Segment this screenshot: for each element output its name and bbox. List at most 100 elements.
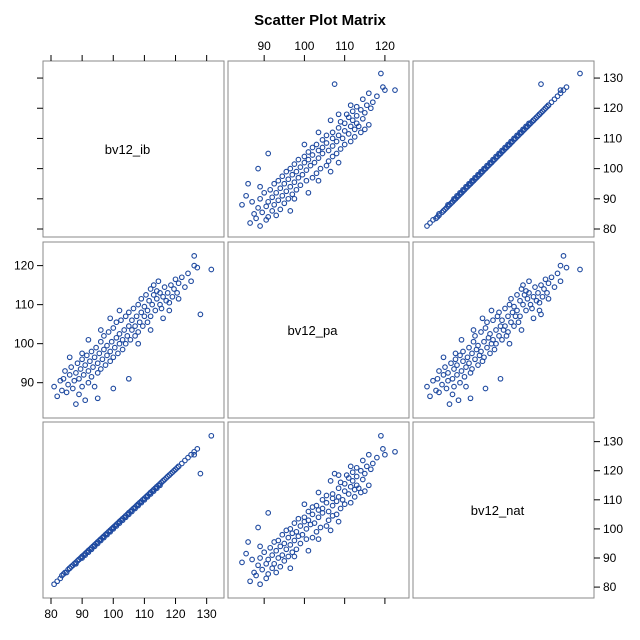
point-bv12_ib-vs-bv12_pa-116: [94, 395, 101, 402]
point-bv12_pa-vs-bv12_ib-119: [291, 195, 298, 202]
point-bv12_pa-vs-bv12_nat-14: [249, 556, 255, 563]
point-bv12_nat-vs-bv12_ib-111: [557, 87, 564, 93]
point-bv12_nat-vs-bv12_pa-8: [440, 372, 447, 378]
point-bv12_nat-vs-bv12_pa-121: [488, 307, 495, 314]
point-bv12_ib-vs-bv12_pa-39: [101, 333, 107, 339]
point-bv12_nat-vs-bv12_ib-30: [463, 183, 469, 190]
point-bv12_pa-vs-bv12_nat-16: [275, 555, 282, 561]
point-bv12_ib-vs-bv12_nat-81: [144, 494, 151, 500]
point-bv12_ib-vs-bv12_pa-83: [147, 286, 154, 292]
point-bv12_ib-vs-bv12_pa-75: [138, 295, 145, 302]
point-bv12_ib-vs-bv12_nat-1: [54, 578, 61, 585]
point-bv12_pa-vs-bv12_nat-85: [341, 488, 348, 494]
point-bv12_ib-vs-bv12_pa-36: [97, 366, 104, 372]
right-tick-label-bv12_nat-90: 90: [603, 551, 617, 565]
point-bv12_ib-vs-bv12_pa-109: [188, 278, 194, 285]
point-bv12_ib-vs-bv12_pa-79: [143, 292, 149, 298]
point-bv12_ib-vs-bv12_nat-113: [197, 470, 204, 477]
point-bv12_nat-vs-bv12_pa-31: [466, 344, 472, 351]
right-tick-label-bv12_ib-110: 110: [603, 131, 622, 145]
point-bv12_nat-vs-bv12_pa-39: [472, 333, 478, 339]
point-bv12_pa-vs-bv12_nat-69: [319, 505, 326, 512]
point-bv12_nat-vs-bv12_ib-121: [488, 159, 495, 166]
point-bv12_pa-vs-bv12_ib-126: [347, 102, 354, 109]
point-bv12_pa-vs-bv12_nat-52: [291, 520, 298, 526]
point-bv12_pa-vs-bv12_nat-9: [277, 563, 284, 570]
point-bv12_pa-vs-bv12_ib-47: [317, 165, 324, 172]
point-bv12_nat-vs-bv12_ib-94: [529, 118, 535, 125]
point-bv12_pa-vs-bv12_ib-45: [293, 168, 300, 175]
point-bv12_ib-vs-bv12_nat-75: [138, 499, 145, 506]
point-bv12_ib-vs-bv12_nat-94: [158, 479, 165, 486]
bottom-tick-label-bv12_ib-80: 80: [44, 607, 58, 621]
point-bv12_pa-vs-bv12_nat-73: [323, 499, 330, 506]
point-bv12_pa-vs-bv12_ib-86: [351, 126, 358, 133]
point-bv12_pa-vs-bv12_ib-31: [297, 182, 304, 189]
point-bv12_pa-vs-bv12_ib-34: [291, 179, 298, 186]
point-bv12_pa-vs-bv12_nat-79: [351, 494, 358, 500]
point-bv12_nat-vs-bv12_ib-103: [542, 105, 549, 112]
point-bv12_ib-vs-bv12_nat-60: [122, 514, 129, 521]
point-bv12_pa-vs-bv12_nat-18: [257, 555, 263, 561]
point-bv12_pa-vs-bv12_ib-22: [289, 191, 296, 198]
point-bv12_ib-vs-bv12_pa-14: [76, 391, 82, 398]
point-bv12_pa-vs-bv12_nat-7: [259, 566, 266, 573]
point-bv12_ib-vs-bv12_pa-121: [116, 307, 123, 314]
point-bv12_nat-vs-bv12_pa-2: [430, 377, 436, 384]
point-bv12_pa-vs-bv12_ib-74: [333, 138, 340, 145]
point-bv12_nat-vs-bv12_pa-15: [449, 375, 456, 382]
point-bv12_nat-vs-bv12_pa-23: [457, 379, 463, 386]
point-bv12_ib-vs-bv12_pa-81: [144, 307, 151, 314]
point-bv12_nat-vs-bv12_pa-22: [457, 352, 463, 359]
point-bv12_pa-vs-bv12_nat-106: [369, 460, 376, 467]
point-bv12_nat-vs-bv12_ib-0: [424, 223, 430, 229]
point-bv12_pa-vs-bv12_ib-108: [374, 93, 380, 100]
point-bv12_pa-vs-bv12_ib-32: [271, 180, 278, 187]
left-tick-label-bv12_pa-100: 100: [14, 337, 34, 351]
point-bv12_ib-vs-bv12_pa-110: [191, 253, 198, 259]
point-bv12_pa-vs-bv12_nat-76: [319, 496, 326, 503]
point-bv12_nat-vs-bv12_pa-69: [502, 323, 508, 329]
point-bv12_pa-vs-bv12_ib-48: [287, 165, 294, 172]
point-bv12_ib-vs-bv12_pa-63: [125, 309, 132, 316]
point-bv12_nat-vs-bv12_pa-122: [506, 340, 513, 347]
point-bv12_pa-vs-bv12_ib-71: [341, 141, 348, 148]
point-bv12_nat-vs-bv12_pa-78: [511, 303, 517, 310]
point-bv12_ib-vs-bv12_pa-6: [63, 389, 70, 396]
point-bv12_nat-vs-bv12_pa-84: [517, 313, 523, 320]
point-bv12_pa-vs-bv12_ib-23: [261, 189, 268, 196]
point-bv12_pa-vs-bv12_ib-87: [361, 126, 368, 133]
point-bv12_pa-vs-bv12_nat-119: [291, 553, 298, 560]
point-bv12_pa-vs-bv12_nat-56: [295, 515, 302, 522]
point-bv12_nat-vs-bv12_ib-87: [520, 126, 526, 133]
point-bv12_pa-vs-bv12_ib-127: [287, 208, 294, 214]
point-bv12_nat-vs-bv12_pa-5: [436, 368, 442, 374]
point-bv12_nat-vs-bv12_pa-116: [467, 395, 474, 402]
point-bv12_pa-vs-bv12_nat-81: [335, 494, 342, 500]
point-bv12_pa-vs-bv12_ib-21: [243, 192, 249, 199]
point-bv12_nat-vs-bv12_pa-75: [508, 295, 514, 302]
point-bv12_pa-vs-bv12_nat-102: [357, 467, 364, 474]
chart-title: Scatter Plot Matrix: [254, 12, 386, 29]
point-bv12_pa-vs-bv12_ib-88: [335, 125, 342, 131]
point-bv12_ib-vs-bv12_pa-77: [141, 313, 148, 320]
point-bv12_nat-vs-bv12_pa-128: [458, 336, 465, 343]
point-bv12_pa-vs-bv12_ib-79: [351, 134, 358, 140]
point-bv12_pa-vs-bv12_ib-125: [335, 111, 342, 118]
point-bv12_ib-vs-bv12_nat-114: [208, 432, 215, 439]
right-tick-label-bv12_ib-80: 80: [603, 222, 617, 236]
point-bv12_ib-vs-bv12_pa-96: [161, 284, 168, 290]
point-bv12_nat-vs-bv12_pa-72: [505, 329, 511, 335]
point-bv12_nat-vs-bv12_ib-100: [538, 109, 544, 116]
point-bv12_nat-vs-bv12_pa-48: [481, 354, 487, 361]
point-bv12_ib-vs-bv12_pa-106: [178, 274, 185, 281]
point-bv12_pa-vs-bv12_nat-94: [337, 479, 344, 486]
point-bv12_ib-vs-bv12_pa-66: [129, 317, 135, 324]
point-bv12_nat-vs-bv12_pa-70: [505, 313, 511, 320]
point-bv12_nat-vs-bv12_pa-125: [536, 307, 543, 314]
point-bv12_ib-vs-bv12_pa-11: [71, 377, 78, 384]
point-bv12_pa-vs-bv12_ib-84: [329, 129, 336, 136]
point-bv12_ib-vs-bv12_pa-113: [197, 311, 204, 318]
point-bv12_pa-vs-bv12_nat-63: [333, 511, 340, 518]
point-bv12_nat-vs-bv12_pa-55: [490, 317, 496, 324]
